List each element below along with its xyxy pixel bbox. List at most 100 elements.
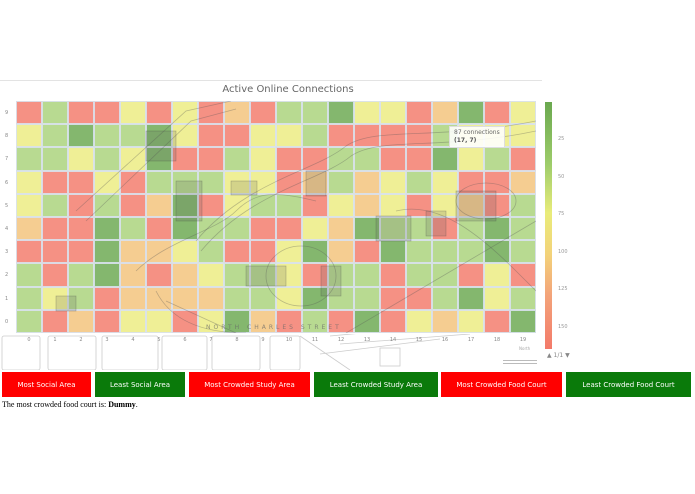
heatmap-cell[interactable]: [510, 124, 536, 148]
heatmap-cell[interactable]: [328, 193, 354, 217]
heatmap-cell[interactable]: [198, 170, 224, 194]
heatmap-cell[interactable]: [302, 263, 328, 287]
heatmap-cell[interactable]: [302, 147, 328, 171]
heatmap-cell[interactable]: [406, 309, 432, 333]
heatmap-cell[interactable]: [146, 147, 172, 171]
heatmap-cell[interactable]: [146, 101, 172, 125]
heatmap-cell[interactable]: [224, 193, 250, 217]
heatmap-cell[interactable]: [432, 101, 458, 125]
heatmap-cell[interactable]: [146, 263, 172, 287]
heatmap-cell[interactable]: [406, 101, 432, 125]
heatmap-cell[interactable]: [276, 240, 302, 264]
heatmap-cell[interactable]: [68, 193, 94, 217]
heatmap-cell[interactable]: [354, 240, 380, 264]
heatmap-cell[interactable]: [172, 147, 198, 171]
heatmap-cell[interactable]: [510, 101, 536, 125]
heatmap-cell[interactable]: [120, 147, 146, 171]
heatmap-cell[interactable]: [94, 286, 120, 310]
heatmap-cell[interactable]: [146, 309, 172, 333]
heatmap-cell[interactable]: [94, 240, 120, 264]
heatmap-cell[interactable]: [302, 124, 328, 148]
heatmap-cell[interactable]: [458, 216, 484, 241]
heatmap-cell[interactable]: [276, 309, 302, 333]
heatmap-cell[interactable]: [380, 147, 406, 171]
heatmap-cell[interactable]: [276, 286, 302, 310]
heatmap-cell[interactable]: [380, 124, 406, 148]
heatmap-cell[interactable]: [68, 263, 94, 287]
heatmap-cell[interactable]: [510, 309, 536, 333]
heatmap-cell[interactable]: [120, 240, 146, 264]
heatmap-cell[interactable]: [120, 263, 146, 287]
heatmap-cell[interactable]: [406, 286, 432, 310]
heatmap-cell[interactable]: [484, 216, 510, 241]
heatmap-cell[interactable]: [42, 193, 68, 217]
heatmap-cell[interactable]: [146, 286, 172, 310]
heatmap-cell[interactable]: [250, 124, 276, 148]
heatmap-cell[interactable]: [354, 170, 380, 194]
most-social-area-button[interactable]: Most Social Area: [2, 372, 91, 397]
heatmap-cell[interactable]: [42, 170, 68, 194]
heatmap-cell[interactable]: [42, 147, 68, 171]
heatmap-cell[interactable]: [302, 216, 328, 241]
heatmap-cell[interactable]: [276, 170, 302, 194]
heatmap-cell[interactable]: [68, 170, 94, 194]
heatmap-cell[interactable]: [354, 309, 380, 333]
heatmap-cell[interactable]: [380, 101, 406, 125]
heatmap-cell[interactable]: [484, 147, 510, 171]
heatmap-cell[interactable]: [16, 124, 42, 148]
heatmap-cell[interactable]: [94, 216, 120, 241]
heatmap-cell[interactable]: [380, 193, 406, 217]
heatmap-cell[interactable]: [250, 147, 276, 171]
least-crowded-study-area-button[interactable]: Least Crowded Study Area: [314, 372, 438, 397]
heatmap-cell[interactable]: [354, 101, 380, 125]
heatmap-cell[interactable]: [458, 101, 484, 125]
heatmap-cell[interactable]: [354, 193, 380, 217]
heatmap-cell[interactable]: [120, 124, 146, 148]
heatmap-cell[interactable]: [302, 309, 328, 333]
heatmap-cell[interactable]: [484, 286, 510, 310]
heatmap-cell[interactable]: [432, 170, 458, 194]
heatmap-cell[interactable]: [276, 263, 302, 287]
heatmap-cell[interactable]: [16, 170, 42, 194]
heatmap-cell[interactable]: [432, 193, 458, 217]
heatmap-cell[interactable]: [16, 147, 42, 171]
heatmap-cell[interactable]: [484, 101, 510, 125]
heatmap-cell[interactable]: [146, 240, 172, 264]
heatmap-cell[interactable]: [172, 193, 198, 217]
heatmap-cell[interactable]: [120, 101, 146, 125]
heatmap-cell[interactable]: [484, 170, 510, 194]
heatmap-cell[interactable]: [42, 263, 68, 287]
heatmap-cell[interactable]: [276, 216, 302, 241]
heatmap-cell[interactable]: [380, 309, 406, 333]
heatmap-cell[interactable]: [224, 124, 250, 148]
heatmap-cell[interactable]: [172, 286, 198, 310]
heatmap-cell[interactable]: [94, 170, 120, 194]
heatmap-cell[interactable]: [120, 193, 146, 217]
heatmap-cell[interactable]: [276, 124, 302, 148]
heatmap-cell[interactable]: [68, 147, 94, 171]
heatmap-cell[interactable]: [42, 240, 68, 264]
heatmap-cell[interactable]: [354, 216, 380, 241]
heatmap-cell[interactable]: [484, 193, 510, 217]
heatmap-cell[interactable]: [120, 216, 146, 241]
heatmap-cell[interactable]: [42, 309, 68, 333]
heatmap-cell[interactable]: [354, 124, 380, 148]
heatmap-cell[interactable]: [172, 101, 198, 125]
heatmap-cell[interactable]: [406, 170, 432, 194]
heatmap-cell[interactable]: [380, 216, 406, 241]
heatmap-cell[interactable]: [68, 286, 94, 310]
heatmap-cell[interactable]: [432, 309, 458, 333]
heatmap-cell[interactable]: [458, 193, 484, 217]
heatmap-cell[interactable]: [146, 124, 172, 148]
heatmap-cell[interactable]: [406, 240, 432, 264]
heatmap-cell[interactable]: [172, 309, 198, 333]
heatmap-cell[interactable]: [276, 101, 302, 125]
heatmap-cell[interactable]: [484, 309, 510, 333]
heatmap-cell[interactable]: [432, 147, 458, 171]
heatmap-cell[interactable]: [16, 286, 42, 310]
heatmap-cell[interactable]: [406, 216, 432, 241]
heatmap-cell[interactable]: [380, 263, 406, 287]
heatmap-cell[interactable]: [198, 147, 224, 171]
heatmap-cell[interactable]: [198, 286, 224, 310]
heatmap-cell[interactable]: [68, 216, 94, 241]
